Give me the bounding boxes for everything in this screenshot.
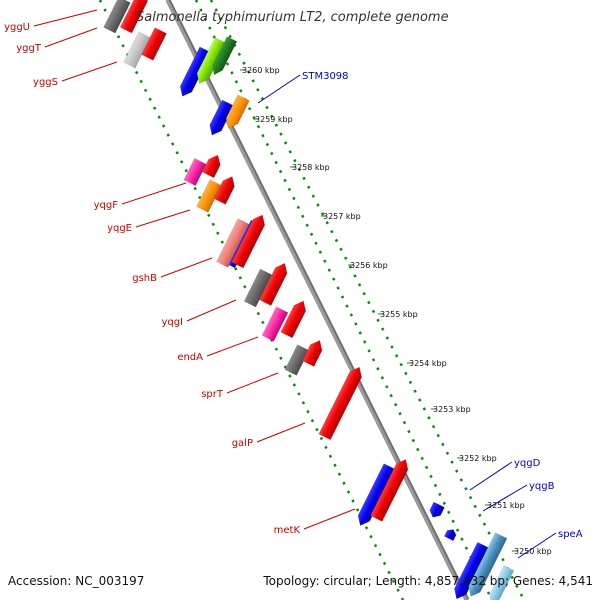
gene-yggT-partner[interactable] [141,27,167,61]
callout-line [206,336,259,357]
gene-label-sprT[interactable]: sprT [201,389,224,400]
scale-tick-label: 3252 kbp [459,454,497,463]
gene-yqgD[interactable] [428,501,445,520]
scale-ticks: 3260 kbp 3259 kbp 3258 kbp 3257 kbp 3256 kbp… [240,66,552,556]
callout-line [482,484,528,512]
scale-tick-label: 3250 kbp [514,547,552,556]
gene-yqgI-partner[interactable] [259,260,290,306]
gene-metK-rev[interactable] [354,463,396,529]
gene-yggU[interactable] [103,0,131,34]
genome-backbone [165,0,470,600]
callout-line [160,257,213,278]
backbone-line [165,0,468,600]
gene-yqgF[interactable] [196,179,222,213]
gene-speA[interactable] [451,541,490,600]
gene-label-speA[interactable]: speA [558,529,583,540]
gene-sprT-partner[interactable] [302,337,325,367]
gene-label-yqgI[interactable]: yqgI [161,317,183,328]
gene-yqgI[interactable] [243,268,273,308]
gene-label-gshB[interactable]: gshB [132,273,157,284]
gene-gshB-a[interactable] [216,218,250,268]
gene-galP[interactable] [318,364,365,441]
gene-yggU-partner[interactable] [119,0,149,34]
inner-ring-left [98,0,405,600]
scale-tick-label: 3254 kbp [409,359,447,368]
map-title: Salmonella typhimurium LT2, complete gen… [136,10,449,25]
scale-tick-label: 3258 kbp [292,163,330,172]
gene-label-galP[interactable]: galP [232,438,253,449]
gene-label-yqgF[interactable]: yqgF [94,200,119,211]
gene-label-STM3098[interactable]: STM3098 [302,71,349,82]
scale-tick-label: 3253 kbp [433,405,471,414]
gene-pink-1[interactable] [183,158,207,186]
callout-line [44,27,98,48]
gene-speA-partner[interactable] [465,532,508,600]
gene-red-small-1[interactable] [201,152,223,179]
gene-label-yggS[interactable]: yggS [33,77,58,88]
callout-line [303,508,356,530]
callout-line [469,461,513,491]
gene-endA[interactable] [261,306,289,342]
gene-features[interactable] [103,0,515,600]
gene-label-yggT[interactable]: yggT [16,43,42,54]
gene-metK[interactable] [370,457,411,522]
scale-tick-label: 3259 kbp [255,115,293,124]
gene-label-yggU[interactable]: yggU [4,22,30,33]
gene-label-endA[interactable]: endA [177,352,203,363]
gene-green-2[interactable] [209,36,238,78]
scale-tick-label: 3255 kbp [380,310,418,319]
callout-line [135,209,191,228]
inner-ring-right [194,0,494,600]
gene-extra[interactable] [486,565,515,600]
callout-line [33,9,98,27]
callout-line [121,182,187,205]
callout-line [226,372,279,394]
callout-line [61,61,118,82]
gene-label-yqgE[interactable]: yqgE [107,223,132,234]
accession-text: Accession: NC_003197 [8,574,145,588]
gene-gshB[interactable] [231,212,269,269]
gene-sprT[interactable] [284,344,310,376]
callout-line [256,422,306,443]
gene-label-metK[interactable]: metK [274,525,301,536]
callout-line [517,532,557,559]
gene-yggT[interactable] [123,31,151,69]
gene-endA-partner[interactable] [280,298,310,339]
gene-label-yqgB[interactable]: yqgB [529,481,555,492]
scale-tick-label: 3256 kbp [350,261,388,270]
gene-yqgE-partner[interactable] [213,174,238,205]
scale-tick-label: 3251 kbp [487,501,525,510]
callout-line [257,74,301,104]
gene-yqgB[interactable] [443,527,457,542]
gene-label-yqgD[interactable]: yqgD [514,458,541,469]
scale-tick-label: 3260 kbp [242,66,280,75]
genome-summary-text: Topology: circular; Length: 4,857,432 bp… [263,574,593,588]
gene-orange-1[interactable] [223,94,250,131]
gene-blue-2[interactable] [206,99,235,138]
gene-callouts: yggU yggT yggS yqgF yqgE gshB yqgI endA sprT galP… [4,9,583,559]
callout-line [186,299,237,322]
scale-tick-label: 3257 kbp [323,212,361,221]
